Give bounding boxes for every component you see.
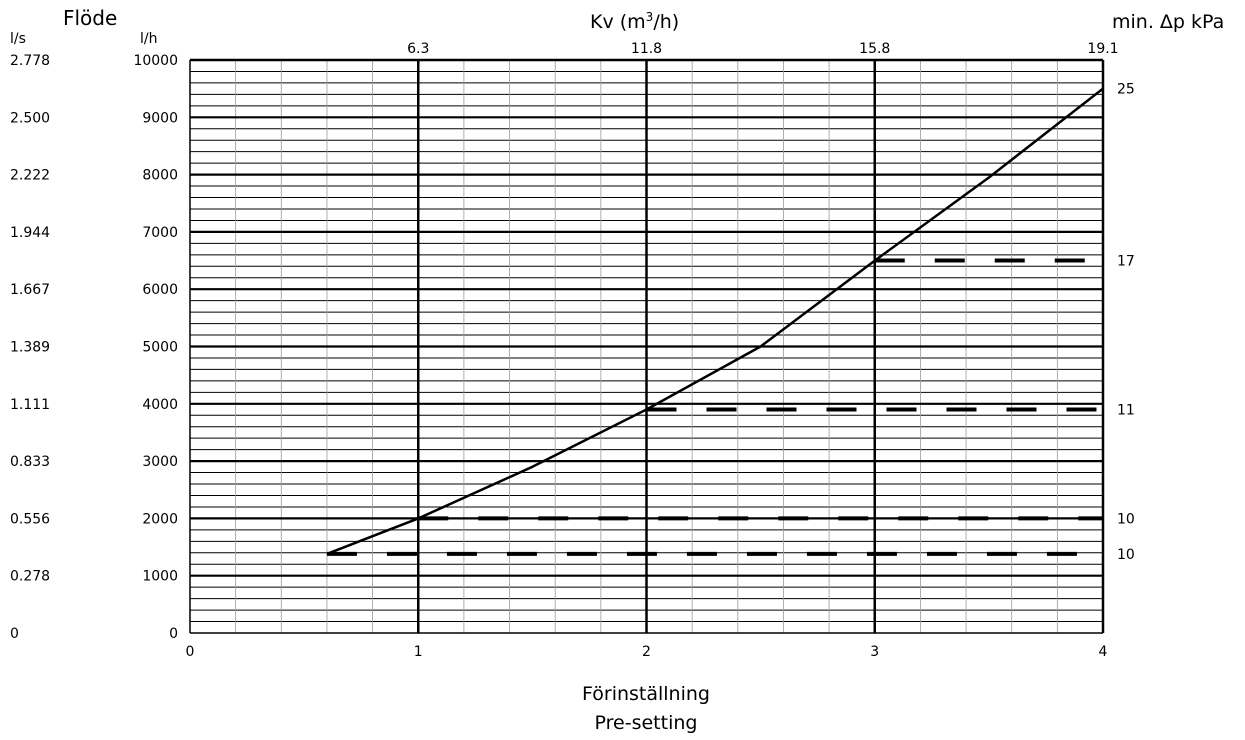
x-tick-label: 4 <box>1099 644 1108 660</box>
x-tick-label: 2 <box>642 644 651 660</box>
dp-tick-label: 17 <box>1117 254 1135 270</box>
lh-tick-label: 6000 <box>142 282 178 298</box>
kv-tick-label: 6.3 <box>407 41 429 57</box>
dp-tick-label: 10 <box>1117 547 1135 563</box>
ls-tick-label: 0.278 <box>10 569 50 585</box>
x-axis-title: Förinställning <box>582 683 710 705</box>
dp-tick-label: 25 <box>1117 82 1135 98</box>
lh-tick-label: 8000 <box>142 168 178 184</box>
flow-curve <box>326 87 1104 556</box>
lh-tick-label: 4000 <box>142 397 178 413</box>
ls-tick-label: 0.556 <box>10 511 50 527</box>
dp-tick-label: 10 <box>1117 511 1135 527</box>
tick-labels: 10 10 11 17 25 0 1 2 3 4 6.3 11.8 15.8 19.1 0 1000 2000 3… <box>10 41 1135 660</box>
dp-axis-title: min. Δp kPa <box>1112 11 1224 33</box>
dp-tick-label: 11 <box>1117 403 1135 419</box>
lh-tick-label: 3000 <box>142 454 178 470</box>
kv-title-prefix: Kv (m <box>590 11 646 33</box>
lh-unit-label: l/h <box>140 31 157 47</box>
x-tick-label: 0 <box>186 644 195 660</box>
ls-tick-label: 1.667 <box>10 282 50 298</box>
kv-tick-label: 19.1 <box>1087 41 1118 57</box>
x-tick-label: 1 <box>414 644 423 660</box>
kv-tick-label: 11.8 <box>631 41 662 57</box>
ls-tick-label: 2.222 <box>10 168 50 184</box>
kv-title-suffix: /h) <box>653 11 679 33</box>
x-tick-label: 3 <box>870 644 879 660</box>
x-axis-subtitle: Pre-setting <box>595 712 698 734</box>
flow-curve-line <box>326 87 1104 556</box>
flow-title: Flöde <box>63 6 117 30</box>
ls-tick-label: 0 <box>10 626 19 642</box>
lh-tick-label: 10000 <box>133 53 178 69</box>
lh-tick-label: 1000 <box>142 569 178 585</box>
ls-tick-label: 1.389 <box>10 340 50 356</box>
lh-tick-label: 9000 <box>142 110 178 126</box>
ls-tick-label: 1.944 <box>10 225 50 241</box>
ls-tick-label: 2.778 <box>10 53 50 69</box>
ls-tick-label: 1.111 <box>10 397 50 413</box>
ls-unit-label: l/s <box>10 31 26 47</box>
kv-title-sup: 3 <box>646 10 654 24</box>
dashed-levels <box>326 258 1103 556</box>
kv-axis-title: Kv (m3/h) <box>590 10 679 33</box>
lh-tick-label: 7000 <box>142 225 178 241</box>
ls-tick-label: 0.833 <box>10 454 50 470</box>
lh-tick-label: 2000 <box>142 511 178 527</box>
major-grid <box>189 58 1105 634</box>
lh-tick-label: 0 <box>169 626 178 642</box>
lh-tick-label: 5000 <box>142 340 178 356</box>
kv-tick-label: 15.8 <box>859 41 890 57</box>
ls-tick-label: 2.500 <box>10 110 50 126</box>
